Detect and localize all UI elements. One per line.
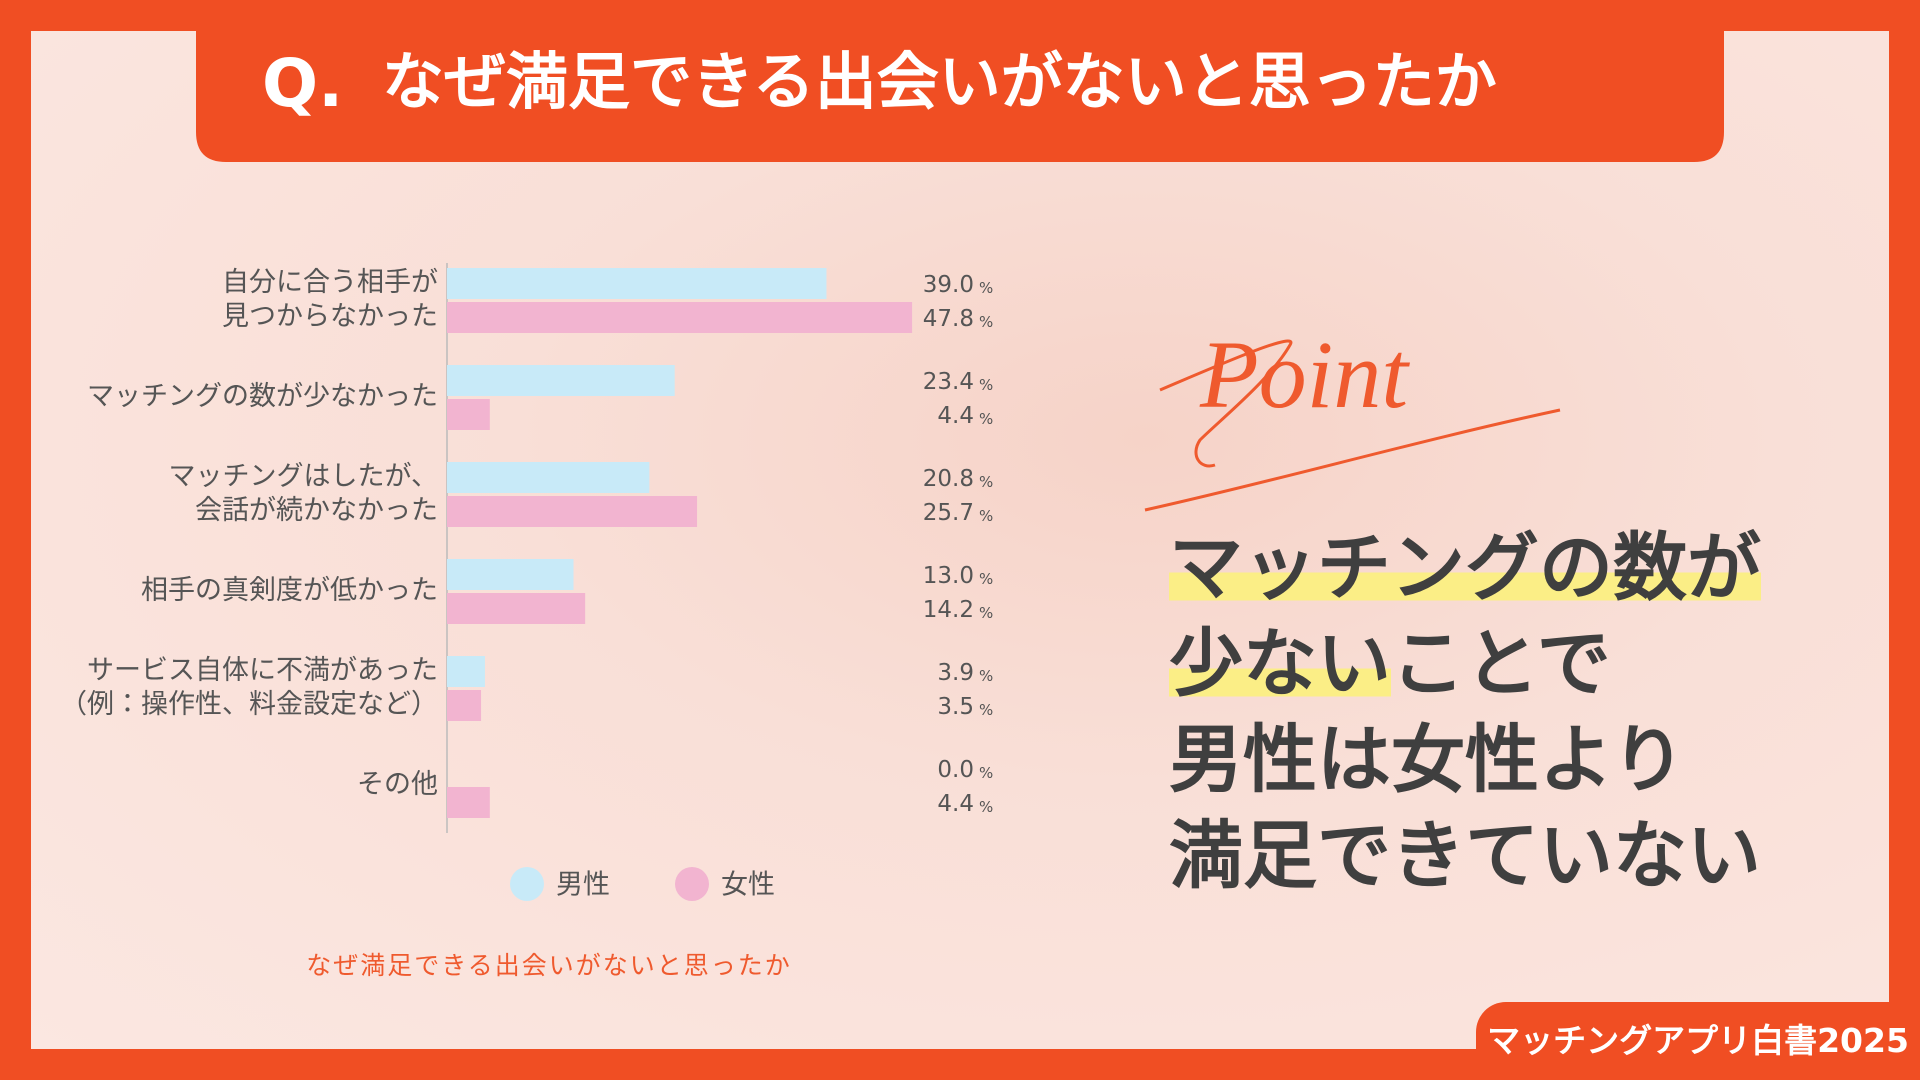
point-segment: ことで (1391, 621, 1611, 707)
point-line: 少ないことで (1169, 616, 1761, 712)
bar (447, 268, 827, 299)
legend-swatch (675, 867, 709, 901)
value-unit: % (979, 279, 993, 297)
chart-title: なぜ満足できる出会いがないと思ったか (382, 45, 1497, 118)
category-label: （例：操作性、料金設定など） (60, 689, 438, 720)
bar (447, 365, 675, 396)
point-line: 満足できていない (1169, 808, 1761, 904)
legend-label: 女性 (721, 870, 775, 901)
category-label: サービス自体に不満があった (87, 655, 438, 686)
value-label: 4.4 (937, 403, 974, 429)
point-segment: マッチングの数が (1169, 525, 1761, 611)
value-label: 20.8 (923, 466, 974, 492)
point-logo: Point (1144, 321, 1561, 512)
value-unit: % (979, 667, 993, 685)
point-label: Point (1199, 321, 1410, 428)
value-unit: % (979, 570, 993, 588)
value-unit: % (979, 604, 993, 622)
value-unit: % (979, 798, 993, 816)
point-swoosh (1144, 339, 1561, 512)
legend-label: 男性 (556, 870, 610, 901)
point-segment: 満足できていない (1169, 813, 1761, 899)
category-label: 見つからなかった (222, 301, 438, 332)
category-label: マッチングの数が少なかった (87, 381, 438, 412)
value-label: 4.4 (937, 791, 974, 817)
point-line: 男性は女性より (1169, 712, 1761, 808)
point-text: マッチングの数が 少ないことで 男性は女性より 満足できていない (1169, 520, 1761, 904)
caption: なぜ満足できる出会いがないと思ったか (306, 951, 792, 980)
bar (447, 559, 574, 590)
value-unit: % (979, 701, 993, 719)
value-label: 3.5 (937, 694, 974, 720)
category-label: 自分に合う相手が (222, 267, 438, 298)
point-line: マッチングの数が (1169, 520, 1761, 616)
bar (447, 656, 485, 687)
value-label: 25.7 (923, 500, 974, 526)
bar (447, 593, 586, 624)
value-label: 0.0 (937, 757, 974, 783)
footer: マッチングアプリ白書2025 (1476, 1002, 1920, 1080)
value-label: 23.4 (923, 369, 974, 395)
value-label: 3.9 (937, 660, 974, 686)
value-label: 14.2 (923, 597, 974, 623)
point-segment: 男性は女性より (1169, 717, 1686, 803)
value-unit: % (979, 507, 993, 525)
bar (447, 496, 698, 527)
category-label: 相手の真剣度が低かった (141, 575, 438, 606)
value-label: 47.8 (923, 306, 974, 332)
legend-swatch (510, 867, 544, 901)
value-unit: % (979, 473, 993, 491)
bar (447, 462, 650, 493)
value-unit: % (979, 313, 993, 331)
category-label: 会話が続かなかった (195, 495, 438, 526)
bar (447, 302, 913, 333)
value-unit: % (979, 410, 993, 428)
bar (447, 787, 490, 818)
value-unit: % (979, 376, 993, 394)
title-tab (196, 0, 1724, 162)
category-label: その他 (357, 769, 438, 800)
bar (447, 399, 490, 430)
title-prefix: Q. (262, 45, 343, 122)
bar (447, 690, 482, 721)
value-unit: % (979, 764, 993, 782)
value-label: 13.0 (923, 563, 974, 589)
category-label: マッチングはしたが、 (169, 461, 438, 492)
point-segment: 少ない (1169, 621, 1391, 707)
value-label: 39.0 (923, 272, 974, 298)
